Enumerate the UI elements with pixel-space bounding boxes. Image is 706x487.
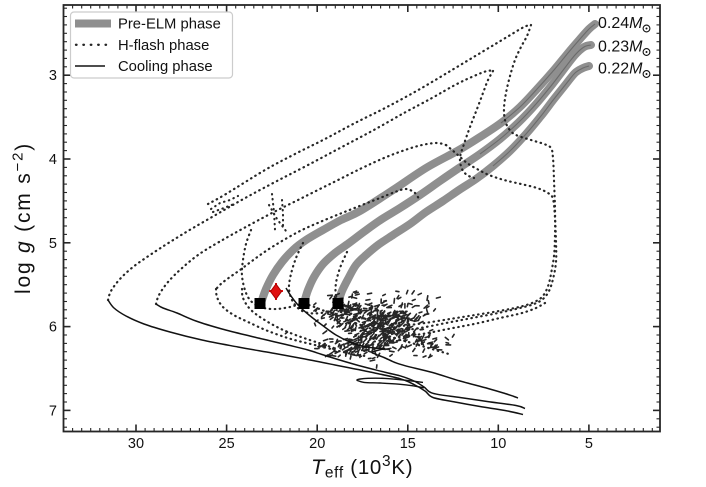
svg-text:6: 6 (49, 320, 57, 336)
svg-text:30: 30 (128, 436, 144, 452)
svg-text:20: 20 (309, 436, 325, 452)
svg-text:15: 15 (400, 436, 416, 452)
svg-text:0.22M: 0.22M (598, 61, 643, 78)
svg-text:0.24M: 0.24M (598, 15, 643, 32)
svg-text:H-flash phase: H-flash phase (118, 38, 209, 54)
svg-text:Cooling phase: Cooling phase (118, 59, 213, 75)
svg-text:25: 25 (219, 436, 235, 452)
svg-text:10: 10 (490, 436, 506, 452)
svg-text:0.23M: 0.23M (598, 39, 643, 56)
svg-text:3: 3 (49, 68, 57, 84)
svg-text:4: 4 (49, 152, 57, 168)
svg-text:5: 5 (585, 436, 593, 452)
svg-text:Pre-ELM phase: Pre-ELM phase (118, 17, 221, 33)
svg-text:7: 7 (49, 403, 57, 419)
svg-text:5: 5 (49, 236, 57, 252)
